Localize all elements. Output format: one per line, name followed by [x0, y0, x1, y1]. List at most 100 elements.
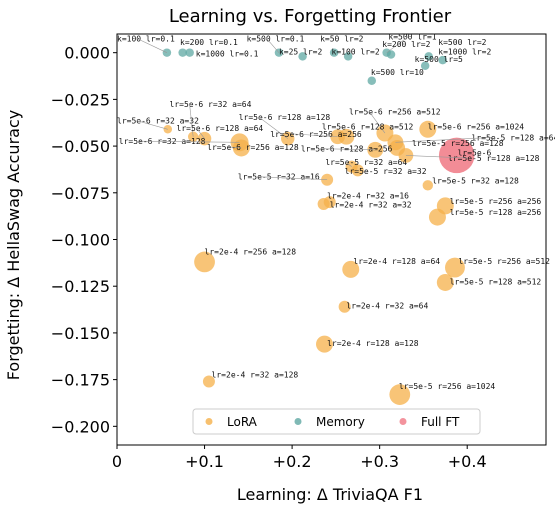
annotation-leader-line [345, 161, 352, 167]
axis-ticks: 0 +0.1 +0.2 +0.3 +0.4 0.000 −0.025 −0.050 −0.075… [51, 44, 487, 471]
annotation-leader-line [395, 137, 492, 143]
point-annotation: lr=2e-4 r=256 a=128 [205, 247, 297, 256]
point-annotation: k=500 lr=2 [438, 38, 486, 47]
point-annotation: lr=5e-6 r=256 a=256 [270, 130, 362, 139]
point-annotation: k=25 lr=2 [279, 48, 323, 57]
point-annotation: lr=5e-5 r=32 a=32 [345, 167, 427, 176]
point-annotation: lr=5e-5 r=128 a=128 [448, 154, 540, 163]
annotation-leader-line [136, 38, 168, 53]
x-tick-label: 0 [112, 452, 122, 471]
annotation-leader-line [386, 36, 409, 53]
point-annotation: k=1000 lr=2 [438, 48, 491, 57]
point-lora [422, 180, 434, 191]
annotation-leader-line [189, 103, 194, 137]
point-lora [351, 164, 364, 177]
legend-label-memory: Memory [316, 415, 365, 429]
point-memory [343, 52, 353, 61]
point-memory [386, 50, 396, 59]
y-tick-label: −0.150 [51, 324, 110, 343]
x-axis-label: Learning: Δ TriviaQA F1 [237, 485, 423, 504]
point-annotation: lr=2e-4 r=128 a=128 [327, 339, 419, 348]
y-tick-label: −0.175 [51, 371, 110, 390]
point-annotation: k=50 lr=2 [320, 34, 364, 43]
point-annotation: k=200 lr=0.1 [180, 38, 238, 47]
point-annotation: lr=5e-6 r=128 a=512 [322, 122, 414, 131]
legend-marker-memory [294, 418, 302, 425]
point-lora [398, 148, 414, 163]
point-annotation: k=200 lr=2 [382, 40, 430, 49]
point-annotation: lr=5e-6 r=256 a=1024 [428, 122, 525, 131]
point-annotation: lr=2e-4 r=32 a=16 [327, 191, 409, 200]
point-memory [420, 61, 430, 71]
point-lora [202, 375, 215, 388]
y-tick-label: 0.000 [64, 44, 110, 63]
point-annotation: lr=5e-6 r=32 a=32 [117, 117, 199, 126]
annotation-layer: lr=5e-6 r=32 a=32 lr=5e-6 r=32 a=64 lr=5e-… [117, 33, 555, 391]
legend-box [192, 408, 481, 435]
point-annotation: lr=2e-4 r=128 a=64 [353, 257, 440, 266]
point-annotation: lr=5e-6 r=128 a=128 [239, 113, 331, 122]
y-tick-label: −0.125 [51, 277, 110, 296]
point-annotation: lr=2e-4 r=32 a=32 [330, 201, 412, 210]
point-lora [232, 139, 250, 157]
annotation-leader-line [405, 155, 468, 159]
point-annotation: lr=5e-5 r=256 a=128 [412, 139, 504, 148]
x-tick-label: +0.3 [360, 452, 399, 471]
point-lora [342, 260, 360, 278]
point-lora [419, 120, 437, 138]
annotation-leader-line [258, 116, 288, 139]
legend-marker-lora [205, 418, 213, 425]
point-full-ft [438, 137, 475, 174]
point-annotation: k=500 lr=10 [371, 68, 424, 77]
y-tick-label: −0.050 [51, 137, 110, 156]
annotation-leader-line [368, 111, 386, 134]
point-lora [389, 384, 411, 405]
legend: LoRA Memory Full FT [192, 408, 481, 435]
point-lora [194, 251, 215, 273]
annotation-leader-line [136, 120, 168, 130]
point-annotation: lr=5e-6 r=32 a=64 [170, 100, 252, 109]
annotation-leader-line [227, 146, 242, 149]
y-axis-label: Forgetting: Δ HellaSwag Accuracy [4, 110, 23, 380]
chart-title: Learning vs. Forgetting Frontier [169, 6, 452, 27]
legend-label-lora: LoRA [227, 415, 258, 429]
point-annotation: lr=5e-5 r=32 a=16 [238, 173, 320, 182]
annotation-leader-line [138, 140, 240, 143]
annotation-leader-line [320, 148, 376, 151]
point-annotation: lr=5e-5 r=256 a=256 [450, 197, 542, 206]
point-memory [178, 48, 187, 57]
point-annotation: lr=5e-5 r=32 a=128 [432, 176, 519, 185]
point-annotation: lr=5e-5 r=128 a=256 [450, 208, 542, 217]
annotation-leader-line [196, 127, 205, 139]
point-lora [338, 128, 355, 145]
x-tick-label: +0.2 [273, 452, 312, 471]
point-memory [367, 76, 377, 85]
legend-marker-full-ft [399, 418, 407, 425]
point-annotation: lr=2e-4 r=32 a=64 [346, 302, 428, 311]
point-lora [436, 273, 454, 291]
point-annotation: k=100 lr=0.1 [117, 34, 175, 43]
point-annotation: k=1000 lr=0.1 [196, 49, 259, 58]
y-tick-label: −0.075 [51, 184, 110, 203]
annotation-leader-line [257, 176, 328, 181]
point-annotation: lr=5e-5 r=128 a=512 [450, 277, 542, 286]
point-annotation: k=500 lr=1 [388, 33, 436, 42]
point-lora [444, 257, 465, 278]
point-annotation: k=100 lr=2 [332, 48, 380, 57]
annotation-leader-line [266, 38, 280, 53]
point-annotation: lr=5e-5 r=256 a=512 [458, 257, 550, 266]
point-memory [424, 52, 433, 61]
point-annotation: lr=5e-6 [458, 148, 492, 157]
point-annotation: k=500 lr=5 [415, 55, 463, 64]
point-annotation: lr=5e-6 r=256 a=128 [207, 143, 299, 152]
point-annotation: lr=2e-4 r=32 a=128 [212, 371, 299, 380]
annotation-leader-line [290, 133, 338, 138]
point-annotation: lr=5e-6 r=256 a=512 [349, 107, 441, 116]
point-lora [323, 196, 336, 209]
points-layer [162, 48, 475, 405]
point-annotation: lr=5e-5 r=128 a=64 [472, 133, 555, 142]
legend-label-full-ft: Full FT [421, 415, 460, 429]
point-lora [338, 300, 351, 313]
point-annotation: lr=5e-5 r=256 a=1024 [399, 382, 496, 391]
